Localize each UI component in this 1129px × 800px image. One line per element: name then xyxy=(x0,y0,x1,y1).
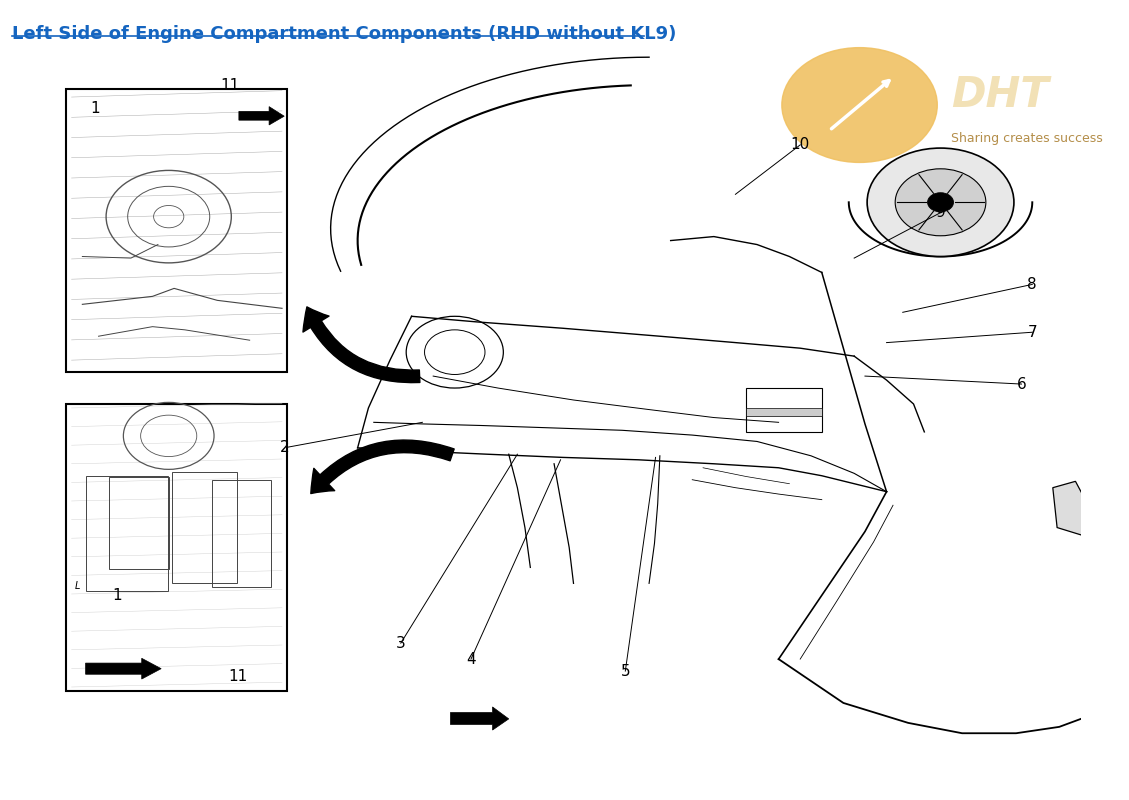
Text: 3: 3 xyxy=(396,636,405,650)
Text: 7: 7 xyxy=(1027,325,1038,340)
Text: 4: 4 xyxy=(466,651,475,666)
Bar xyxy=(67,89,288,372)
Text: 1: 1 xyxy=(90,101,99,116)
Text: 8: 8 xyxy=(1027,277,1038,292)
Bar xyxy=(110,478,168,569)
Text: 2: 2 xyxy=(279,440,289,455)
Bar xyxy=(67,404,288,691)
FancyArrowPatch shape xyxy=(303,307,420,382)
Text: 11: 11 xyxy=(228,669,247,684)
Text: 1: 1 xyxy=(112,588,122,603)
Text: Left Side of Engine Compartment Components (RHD without KL9): Left Side of Engine Compartment Componen… xyxy=(12,26,676,43)
Text: 11: 11 xyxy=(220,78,239,93)
Circle shape xyxy=(928,193,954,212)
Circle shape xyxy=(782,48,937,162)
Circle shape xyxy=(895,169,986,236)
Bar xyxy=(746,408,822,416)
FancyArrowPatch shape xyxy=(310,440,454,494)
Polygon shape xyxy=(239,106,285,125)
Bar xyxy=(86,476,167,591)
Polygon shape xyxy=(450,707,509,730)
Bar xyxy=(746,388,822,432)
Text: 5: 5 xyxy=(621,663,630,678)
Circle shape xyxy=(867,148,1014,257)
Text: 6: 6 xyxy=(1016,377,1026,391)
Bar xyxy=(212,480,271,587)
Text: 10: 10 xyxy=(790,138,809,152)
Text: DHT: DHT xyxy=(952,74,1049,117)
Text: Sharing creates success: Sharing creates success xyxy=(952,132,1103,145)
Text: L: L xyxy=(75,581,80,591)
Polygon shape xyxy=(86,658,161,679)
Polygon shape xyxy=(1052,482,1089,535)
Text: 9: 9 xyxy=(936,205,945,220)
Bar xyxy=(172,472,237,583)
